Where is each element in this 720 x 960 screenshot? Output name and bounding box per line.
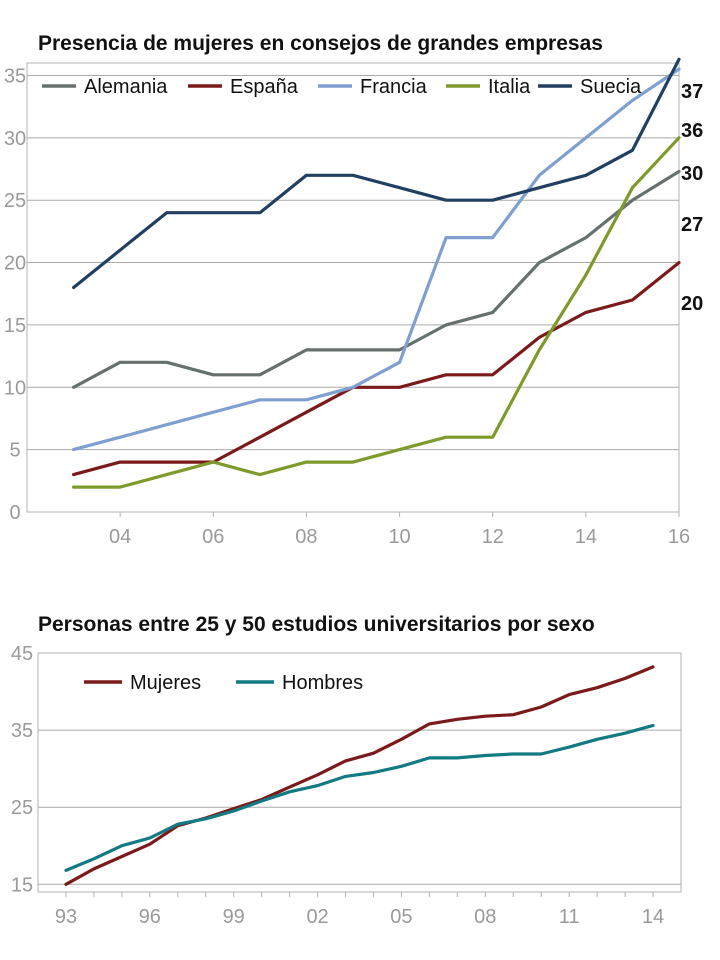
legend-label-francia: Francia xyxy=(360,76,428,98)
x-tick-label: 08 xyxy=(295,526,317,548)
y-tick-label: 30 xyxy=(4,128,26,150)
x-tick-label: 12 xyxy=(482,526,504,548)
series-line-hombres xyxy=(64,723,655,872)
y-tick-label: 25 xyxy=(11,797,33,819)
series-line-suecia xyxy=(71,57,681,290)
x-tick-label: 16 xyxy=(668,526,690,548)
x-tick-label: 11 xyxy=(559,906,580,928)
plot-frame xyxy=(37,652,682,893)
chart-title-education: Personas entre 25 y 50 estudios universi… xyxy=(38,613,595,636)
x-tick-label: 05 xyxy=(390,906,412,928)
series-line-italia xyxy=(71,136,681,489)
women-boards-line-chart: 0 5 10 15 20 25 30 35 04 06 08 10 12 14 16 27 20 36 30 37 Al… xyxy=(4,57,703,548)
x-tick-label: 14 xyxy=(642,906,664,928)
y-tick-label: 35 xyxy=(11,720,33,742)
series-line-francia xyxy=(71,67,681,452)
legend-label-espana: España xyxy=(230,76,299,98)
series-line-espana xyxy=(71,261,681,477)
end-value-label-suecia: 37 xyxy=(681,81,703,103)
x-tick-label: 96 xyxy=(139,906,161,928)
y-tick-label: 5 xyxy=(9,440,20,462)
x-tick-label: 02 xyxy=(306,906,328,928)
end-value-label-espana: 20 xyxy=(681,293,703,315)
x-tick-label: 99 xyxy=(223,906,245,928)
y-tick-label: 10 xyxy=(4,377,26,399)
x-tick-label: 93 xyxy=(55,906,77,928)
series-line-mujeres xyxy=(64,665,655,886)
series-line-alemania xyxy=(71,169,681,389)
y-tick-label: 15 xyxy=(11,874,33,896)
legend-label-mujeres: Mujeres xyxy=(130,672,201,694)
y-tick-label: 0 xyxy=(9,502,20,524)
y-tick-label: 20 xyxy=(4,253,26,275)
x-tick-label: 08 xyxy=(474,906,496,928)
x-tick-label: 04 xyxy=(109,526,131,548)
x-tick-label: 06 xyxy=(202,526,224,548)
x-tick-label: 14 xyxy=(575,526,597,548)
end-value-label-francia: 36 xyxy=(681,120,703,142)
end-value-label-italia: 30 xyxy=(681,163,703,185)
y-tick-label: 45 xyxy=(11,643,33,665)
y-tick-label: 15 xyxy=(4,315,26,337)
legend-label-hombres: Hombres xyxy=(282,672,363,694)
plot-frame xyxy=(26,62,680,513)
chart-title: Presencia de mujeres en consejos de gran… xyxy=(38,32,603,55)
legend-label-italia: Italia xyxy=(488,76,531,98)
university-education-line-chart: 15 25 35 45 93 96 99 02 05 08 11 14 Mujeres Hombres xyxy=(11,643,682,928)
y-tick-label: 35 xyxy=(4,65,26,87)
legend-label-alemania: Alemania xyxy=(84,76,168,98)
legend-label-suecia: Suecia xyxy=(580,76,642,98)
end-value-label-alemania: 27 xyxy=(681,214,703,236)
x-tick-label: 10 xyxy=(388,526,410,548)
y-tick-label: 25 xyxy=(4,190,26,212)
